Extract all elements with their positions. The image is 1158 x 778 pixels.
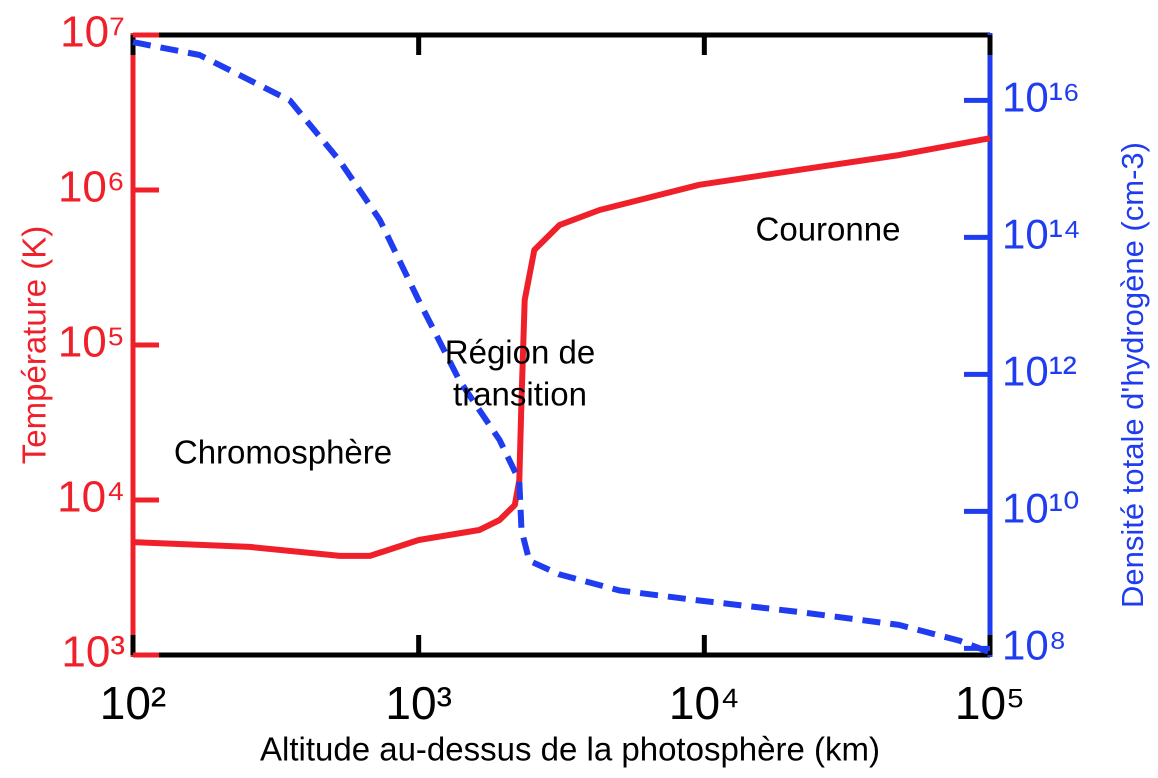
y-tick-label: 10⁶: [58, 163, 125, 212]
series-line: [132, 39, 992, 656]
y2-tick-label: 10¹²: [1002, 347, 1077, 394]
x-tick-label: 10⁴: [669, 677, 740, 729]
y-axis-label: Température (K): [16, 226, 53, 464]
y-tick-label: 10⁵: [58, 318, 125, 367]
annotation: Région de: [445, 334, 595, 371]
y-tick-label: 10⁷: [60, 8, 125, 57]
y2-tick-label: 10¹⁴: [1002, 210, 1081, 257]
annotation: transition: [453, 376, 587, 413]
x-tick-label: 10⁵: [955, 677, 1025, 729]
y2-tick-label: 10⁸: [1002, 621, 1066, 668]
y-tick-label: 10³: [61, 628, 125, 677]
annotation: Chromosphère: [174, 434, 392, 471]
x-axis-label: Altitude au-dessus de la photosphère (km…: [260, 731, 880, 768]
y2-tick-label: 10¹⁰: [1002, 484, 1080, 531]
y-tick-label: 10⁴: [57, 473, 125, 522]
y2-tick-label: 10¹⁶: [1002, 73, 1080, 120]
x-tick-label: 10²: [100, 677, 166, 729]
x-tick-label: 10³: [385, 677, 451, 729]
series-line: [132, 135, 991, 559]
y2-axis-label: Densité totale d'hydrogène (cm-3): [1115, 142, 1150, 608]
annotation: Couronne: [756, 211, 901, 248]
